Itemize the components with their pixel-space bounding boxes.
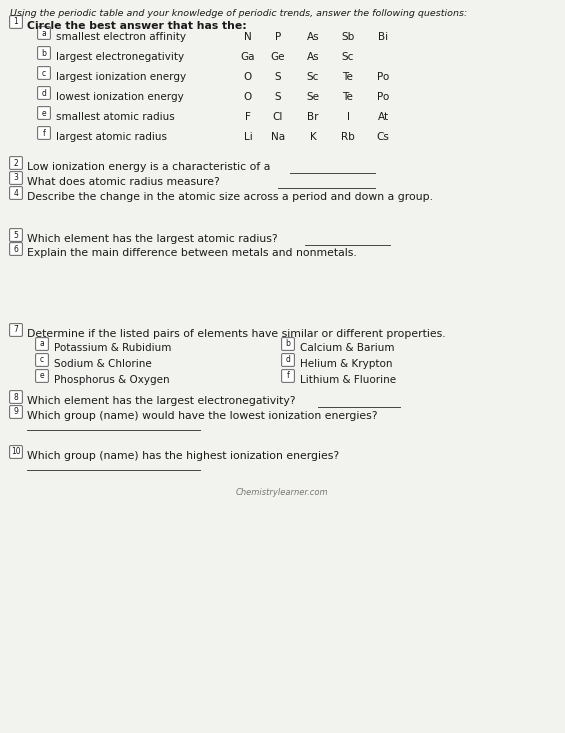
Text: Determine if the listed pairs of elements have similar or different properties.: Determine if the listed pairs of element… <box>27 329 446 339</box>
Text: Which element has the largest atomic radius?: Which element has the largest atomic rad… <box>27 234 277 244</box>
FancyBboxPatch shape <box>36 354 48 366</box>
Text: f: f <box>42 128 45 138</box>
Text: 1: 1 <box>14 18 19 26</box>
Text: b: b <box>42 48 46 57</box>
Text: Which element has the largest electronegativity?: Which element has the largest electroneg… <box>27 396 295 406</box>
Text: At: At <box>377 112 389 122</box>
Text: Helium & Krypton: Helium & Krypton <box>300 359 393 369</box>
Text: Sodium & Chlorine: Sodium & Chlorine <box>54 359 152 369</box>
FancyBboxPatch shape <box>10 243 22 255</box>
Text: smallest electron affinity: smallest electron affinity <box>56 32 186 42</box>
FancyBboxPatch shape <box>38 107 50 119</box>
Text: Sc: Sc <box>307 72 319 82</box>
FancyBboxPatch shape <box>10 446 22 458</box>
Text: 8: 8 <box>14 392 19 402</box>
Text: b: b <box>285 339 290 348</box>
Text: e: e <box>42 108 46 117</box>
Text: I: I <box>346 112 350 122</box>
Text: Po: Po <box>377 72 389 82</box>
FancyBboxPatch shape <box>282 338 294 350</box>
Text: N: N <box>244 32 252 42</box>
Text: Sb: Sb <box>341 32 355 42</box>
Text: Te: Te <box>342 72 354 82</box>
FancyBboxPatch shape <box>36 338 48 350</box>
Text: smallest atomic radius: smallest atomic radius <box>56 112 175 122</box>
FancyBboxPatch shape <box>10 405 22 419</box>
FancyBboxPatch shape <box>10 172 22 184</box>
Text: Li: Li <box>244 132 253 142</box>
Text: largest electronegativity: largest electronegativity <box>56 52 184 62</box>
Text: a: a <box>40 339 45 348</box>
FancyBboxPatch shape <box>282 354 294 366</box>
Text: Na: Na <box>271 132 285 142</box>
FancyBboxPatch shape <box>10 15 22 29</box>
Text: Sc: Sc <box>342 52 354 62</box>
FancyBboxPatch shape <box>38 47 50 59</box>
Text: c: c <box>42 68 46 78</box>
Text: As: As <box>307 32 319 42</box>
FancyBboxPatch shape <box>282 369 294 383</box>
FancyBboxPatch shape <box>10 187 22 199</box>
Text: As: As <box>307 52 319 62</box>
Text: O: O <box>244 72 252 82</box>
Text: e: e <box>40 372 44 380</box>
Text: Describe the change in the atomic size across a period and down a group.: Describe the change in the atomic size a… <box>27 192 433 202</box>
Text: 5: 5 <box>14 230 19 240</box>
Text: What does atomic radius measure?: What does atomic radius measure? <box>27 177 220 187</box>
Text: 4: 4 <box>14 188 19 197</box>
FancyBboxPatch shape <box>10 229 22 241</box>
Text: Which group (name) would have the lowest ionization energies?: Which group (name) would have the lowest… <box>27 411 377 421</box>
FancyBboxPatch shape <box>10 157 22 169</box>
Text: f: f <box>286 372 289 380</box>
Text: Potassium & Rubidium: Potassium & Rubidium <box>54 343 171 353</box>
FancyBboxPatch shape <box>38 67 50 79</box>
Text: Ga: Ga <box>241 52 255 62</box>
Text: O: O <box>244 92 252 102</box>
Text: K: K <box>310 132 316 142</box>
FancyBboxPatch shape <box>36 369 48 383</box>
Text: 3: 3 <box>14 174 19 183</box>
Text: S: S <box>275 72 281 82</box>
Text: Te: Te <box>342 92 354 102</box>
Text: 2: 2 <box>14 158 19 168</box>
Text: 10: 10 <box>11 448 21 457</box>
Text: Po: Po <box>377 92 389 102</box>
Text: Calcium & Barium: Calcium & Barium <box>300 343 394 353</box>
Text: Lithium & Fluorine: Lithium & Fluorine <box>300 375 396 385</box>
Text: Explain the main difference between metals and nonmetals.: Explain the main difference between meta… <box>27 248 357 258</box>
Text: Chemistrylearner.com: Chemistrylearner.com <box>236 488 328 497</box>
Text: Cs: Cs <box>376 132 389 142</box>
Text: Which group (name) has the highest ionization energies?: Which group (name) has the highest ioniz… <box>27 451 339 461</box>
Text: Rb: Rb <box>341 132 355 142</box>
Text: d: d <box>285 356 290 364</box>
Text: 6: 6 <box>14 245 19 254</box>
Text: Bi: Bi <box>378 32 388 42</box>
Text: 9: 9 <box>14 408 19 416</box>
Text: P: P <box>275 32 281 42</box>
Text: Se: Se <box>306 92 319 102</box>
Text: Low ionization energy is a characteristic of a: Low ionization energy is a characteristi… <box>27 162 271 172</box>
Text: Phosphorus & Oxygen: Phosphorus & Oxygen <box>54 375 170 385</box>
Text: S: S <box>275 92 281 102</box>
Text: a: a <box>42 29 46 37</box>
Text: c: c <box>40 356 44 364</box>
FancyBboxPatch shape <box>38 86 50 99</box>
Text: lowest ionization energy: lowest ionization energy <box>56 92 184 102</box>
Text: Br: Br <box>307 112 319 122</box>
Text: Using the periodic table and your knowledge of periodic trends, answer the follo: Using the periodic table and your knowle… <box>10 9 467 18</box>
Text: largest ionization energy: largest ionization energy <box>56 72 186 82</box>
Text: Cl: Cl <box>273 112 283 122</box>
FancyBboxPatch shape <box>38 26 50 40</box>
FancyBboxPatch shape <box>10 324 22 336</box>
Text: d: d <box>42 89 46 97</box>
Text: 7: 7 <box>14 325 19 334</box>
Text: Ge: Ge <box>271 52 285 62</box>
Text: Circle the best answer that has the:: Circle the best answer that has the: <box>27 21 247 31</box>
FancyBboxPatch shape <box>38 127 50 139</box>
Text: largest atomic radius: largest atomic radius <box>56 132 167 142</box>
FancyBboxPatch shape <box>10 391 22 403</box>
Text: F: F <box>245 112 251 122</box>
